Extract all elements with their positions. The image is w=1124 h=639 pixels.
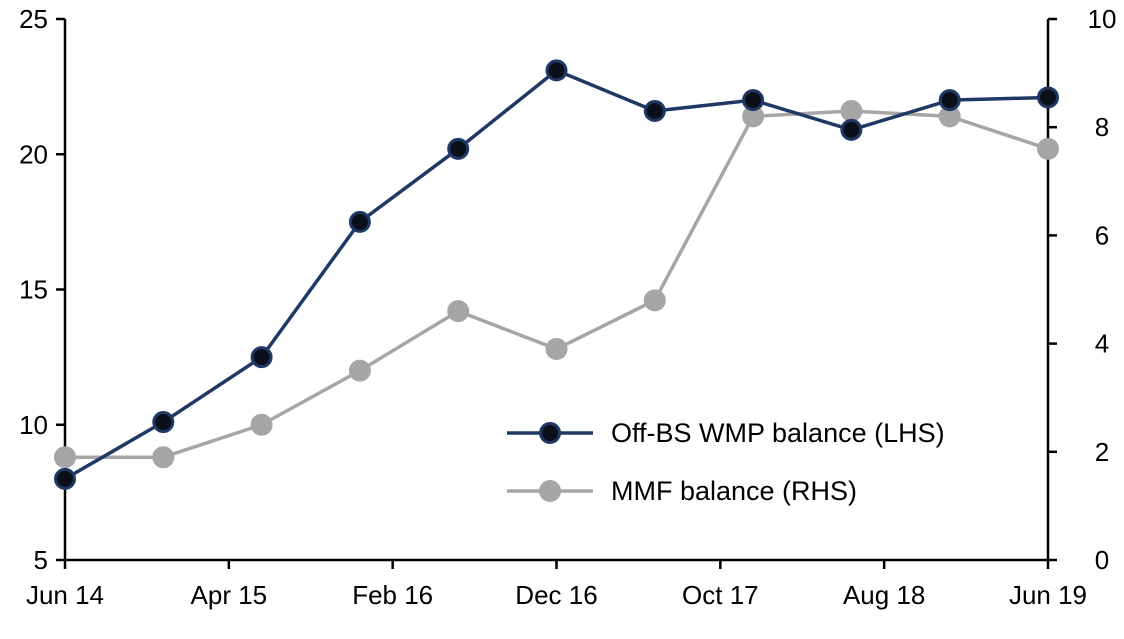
series-marker-mmf [1037, 137, 1059, 160]
series-marker-wmp [840, 118, 863, 141]
series-marker-mmf [643, 289, 666, 312]
series-marker-wmp [1037, 86, 1059, 109]
series-marker-mmf [447, 300, 470, 323]
right-axis-tick-label: 0 [1095, 545, 1109, 575]
series-line-mmf [65, 109, 1049, 459]
wmp-line-swatch-icon [507, 422, 593, 444]
series-marker-wmp [348, 210, 371, 233]
left-axis-tick-label: 15 [19, 275, 48, 305]
series-marker-wmp [938, 89, 961, 112]
legend-item-mmf: MMF balance (RHS) [505, 474, 945, 508]
series-marker-wmp [545, 59, 568, 82]
series-marker-wmp [742, 89, 765, 112]
x-axis-tick-label: Apr 15 [191, 580, 268, 610]
x-axis-tick-label: Oct 17 [682, 580, 759, 610]
x-axis-tick-label: Aug 18 [843, 580, 925, 610]
x-axis-tick-label: Dec 16 [515, 580, 597, 610]
x-axis-tick-label: Jun 19 [1009, 580, 1087, 610]
legend-item-wmp: Off-BS WMP balance (LHS) [505, 416, 945, 450]
right-axis-tick-label: 4 [1095, 329, 1109, 359]
legend-label-wmp: Off-BS WMP balance (LHS) [611, 417, 945, 448]
series-marker-mmf [250, 413, 273, 436]
left-axis-tick-label: 20 [19, 139, 48, 169]
series-marker-wmp [643, 99, 666, 122]
series-marker-wmp [447, 137, 470, 160]
right-axis-tick-label: 6 [1095, 220, 1109, 250]
series-marker-wmp [152, 411, 175, 434]
left-axis-tick-label: 10 [19, 410, 48, 440]
series-marker-wmp [54, 467, 76, 490]
x-axis-tick-label: Feb 16 [352, 580, 433, 610]
series-marker-mmf [545, 338, 568, 361]
chart-legend: Off-BS WMP balance (LHS) MMF balance (RH… [505, 416, 945, 532]
left-axis-tick-label: 5 [34, 545, 48, 575]
mmf-line-swatch-icon [507, 480, 593, 502]
legend-label-mmf: MMF balance (RHS) [611, 475, 858, 506]
right-axis-tick-label: 10 [1088, 4, 1117, 34]
x-axis-tick-label: Jun 14 [26, 580, 104, 610]
series-marker-mmf [152, 446, 175, 469]
right-axis-tick-label: 2 [1095, 437, 1109, 467]
series-marker-mmf [840, 99, 863, 122]
right-axis-tick-label: 8 [1095, 112, 1109, 142]
series-marker-wmp [250, 346, 273, 369]
left-axis-tick-label: 25 [19, 4, 48, 34]
series-marker-mmf [54, 446, 76, 469]
series-marker-mmf [348, 359, 371, 382]
